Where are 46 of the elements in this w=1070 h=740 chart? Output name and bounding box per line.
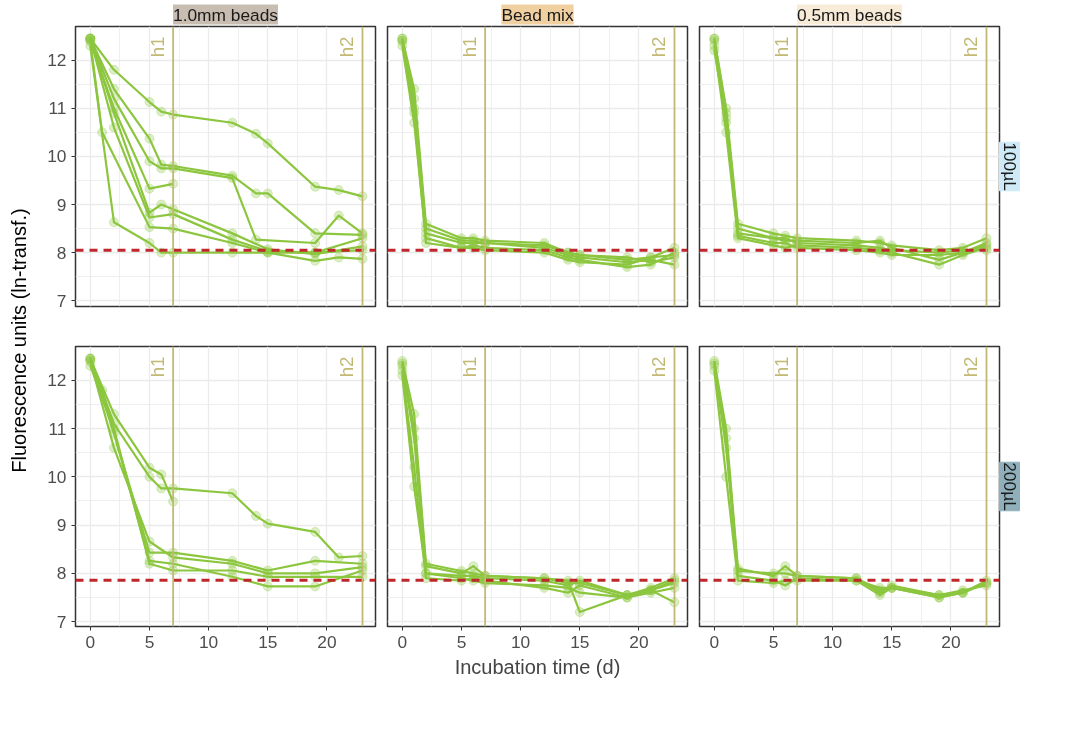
y-tick-label: 10	[47, 146, 67, 167]
ref-line-label: h2	[648, 356, 670, 378]
x-tick-label: 5	[768, 631, 779, 652]
ref-line-label: h1	[459, 356, 481, 378]
y-tick-label: 9	[56, 515, 67, 536]
chart-title: 1.0mm beads	[173, 4, 279, 25]
ref-line-label: h2	[648, 36, 670, 58]
y-tick-label: 8	[56, 563, 67, 584]
x-tick-label: 5	[456, 631, 467, 652]
chart-title: Bead mix	[501, 4, 574, 25]
ref-line-label: h2	[960, 36, 982, 58]
y-tick-label: 12	[47, 50, 67, 71]
x-tick-label: 0	[397, 631, 408, 652]
ref-line-label: h2	[336, 356, 358, 378]
x-tick-label: 20	[317, 631, 337, 652]
ref-line-label: h1	[771, 356, 793, 378]
ref-line-label: h1	[771, 36, 793, 58]
y-tick-label: 10	[47, 466, 67, 487]
x-tick-label: 10	[511, 631, 531, 652]
x-tick-label: 10	[823, 631, 843, 652]
x-tick-label: 15	[570, 631, 590, 652]
x-tick-label: 0	[85, 631, 96, 652]
x-tick-label: 20	[629, 631, 649, 652]
y-tick-label: 9	[56, 194, 67, 215]
x-tick-label: 10	[199, 631, 219, 652]
y-tick-label: 12	[47, 370, 67, 391]
ref-line-label: h1	[147, 356, 169, 378]
ref-line-label: h2	[336, 36, 358, 58]
y-axis-title: Fluorescence units (ln-transf.)	[7, 208, 30, 473]
x-tick-label: 0	[709, 631, 720, 652]
y-tick-label: 7	[56, 290, 67, 311]
ref-line-label: h1	[459, 36, 481, 58]
y-tick-label: 8	[56, 242, 67, 263]
y-tick-label: 11	[48, 418, 67, 439]
chart-title: 0.5mm beads	[797, 4, 903, 25]
x-tick-label: 15	[258, 631, 278, 652]
text: 200µL	[999, 462, 1020, 512]
x-tick-label: 5	[144, 631, 155, 652]
x-tick-label: 20	[941, 631, 961, 652]
ref-line-label: h2	[960, 356, 982, 378]
y-tick-label: 7	[56, 611, 67, 632]
y-tick-label: 11	[48, 98, 67, 119]
x-axis-title: Incubation time (d)	[454, 655, 621, 678]
x-tick-label: 15	[882, 631, 902, 652]
text: 100µL	[999, 142, 1020, 192]
ref-line-label: h1	[147, 36, 169, 58]
